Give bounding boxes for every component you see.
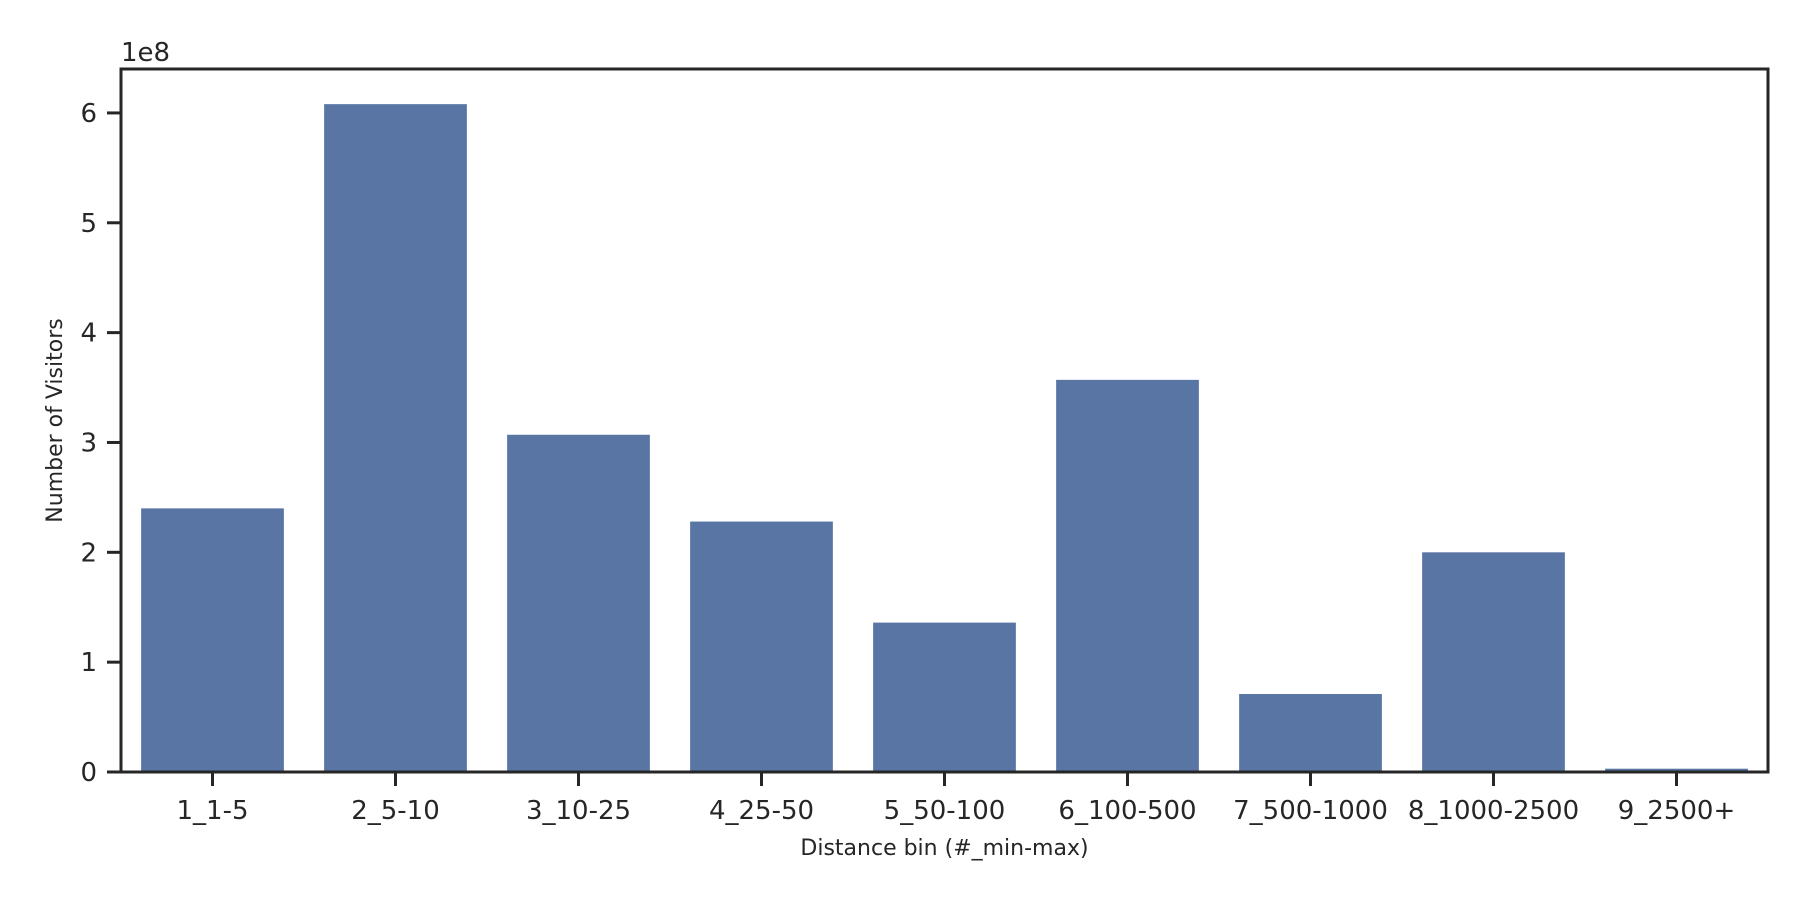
y-tick-label: 3 — [80, 428, 97, 458]
y-tick-label: 6 — [80, 99, 97, 129]
bar-3_10-25 — [507, 434, 650, 772]
x-tick-label: 8_1000-2500 — [1408, 796, 1579, 826]
bar-6_100-500 — [1056, 379, 1199, 772]
bar-4_25-50 — [690, 521, 833, 772]
y-axis-ticks: 0 1 2 3 4 5 6 — [80, 99, 121, 788]
bar-7_500-1000 — [1239, 694, 1382, 772]
y-tick-label: 4 — [80, 319, 97, 349]
y-tick-label: 0 — [80, 758, 97, 788]
x-tick-label: 6_100-500 — [1058, 796, 1196, 826]
bar-8_1000-2500 — [1422, 552, 1565, 772]
x-axis-ticks: 1_1-5 2_5-10 3_10-25 4_25-50 5_50-100 6_100-5… — [176, 772, 1735, 826]
bar-9_2500+ — [1605, 768, 1748, 772]
bar-1_1-5 — [141, 508, 284, 772]
x-axis-label: Distance bin (#_min-max) — [800, 836, 1088, 861]
y-axis-offset-label: 1e8 — [121, 38, 170, 68]
plot-frame — [119, 67, 1770, 774]
x-tick-label: 5_50-100 — [884, 796, 1006, 826]
x-tick-label: 2_5-10 — [351, 796, 440, 826]
x-tick-label: 7_500-1000 — [1233, 796, 1388, 826]
x-tick-label: 9_2500+ — [1618, 796, 1736, 826]
x-tick-label: 4_25-50 — [709, 796, 814, 826]
x-tick-label: 1_1-5 — [176, 796, 248, 826]
y-tick-label: 2 — [80, 538, 97, 568]
y-axis-label: Number of Visitors — [43, 318, 68, 522]
bar-5_50-100 — [873, 622, 1016, 772]
y-tick-label: 5 — [80, 209, 97, 239]
bars-group — [141, 104, 1748, 772]
y-tick-label: 1 — [80, 648, 97, 678]
bar-2_5-10 — [324, 104, 467, 772]
x-tick-label: 3_10-25 — [526, 796, 631, 826]
